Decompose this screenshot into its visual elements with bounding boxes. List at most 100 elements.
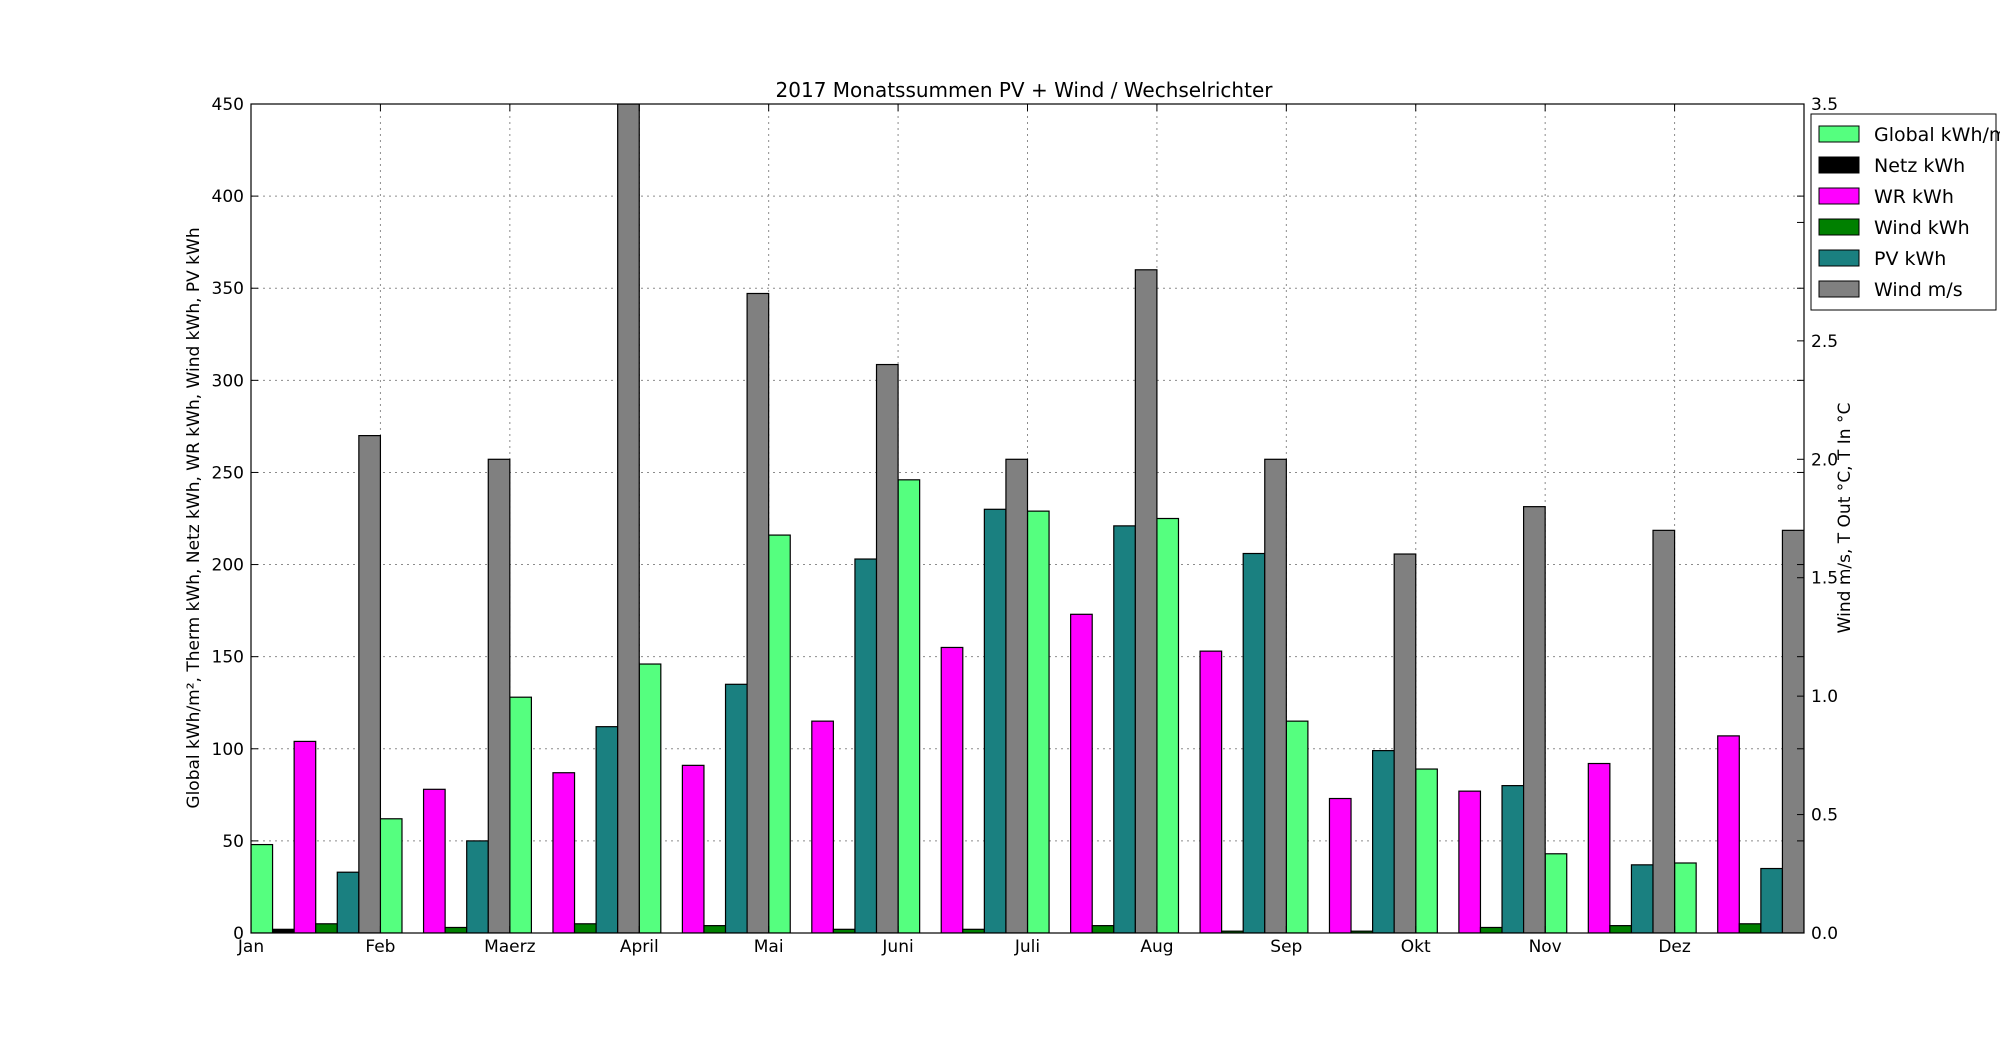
right-tick-label: 3.5 — [1811, 95, 1838, 115]
bar — [509, 696, 533, 933]
left-tick-label: 400 — [212, 187, 244, 207]
bar — [573, 923, 597, 933]
left-tick-label: 200 — [212, 556, 244, 576]
legend-label: Wind m/s — [1874, 279, 1963, 301]
bar — [1199, 650, 1223, 933]
legend-label: WR kWh — [1874, 186, 1954, 208]
right-axis-title: Wind m/s, T Out °C, T In °C — [1835, 403, 1855, 634]
bar — [595, 726, 619, 933]
left-tick-label: 0 — [233, 924, 244, 944]
legend-label: Wind kWh — [1874, 217, 1970, 239]
bar — [1522, 506, 1546, 933]
left-tick-label: 350 — [212, 279, 244, 299]
x-tick-label: Sep — [1270, 937, 1302, 957]
bar — [1609, 925, 1633, 933]
right-tick-label: 1.5 — [1811, 569, 1838, 589]
legend-swatch — [1818, 280, 1860, 298]
legend-box — [1810, 113, 1997, 311]
bar — [875, 363, 899, 933]
bar — [1738, 923, 1762, 933]
bar — [1587, 762, 1611, 933]
bar — [1285, 720, 1309, 933]
x-tick-label: Jan — [237, 937, 264, 957]
bar — [1070, 613, 1093, 933]
left-tick-label: 450 — [212, 95, 244, 115]
legend: Global kWh/m² Netz kWh WR kWh Wind kWh PV kW… — [1810, 113, 2000, 311]
bar — [1134, 269, 1158, 933]
right-tick-label: 1.0 — [1811, 687, 1838, 707]
bar — [1415, 768, 1438, 933]
bar — [1501, 785, 1525, 933]
bar — [315, 923, 338, 933]
legend-swatch — [1818, 187, 1860, 205]
left-tick-label: 150 — [212, 648, 244, 668]
x-tick-label: Juli — [1014, 937, 1040, 957]
bar — [1717, 735, 1740, 933]
bar — [293, 740, 317, 933]
x-tick-label: Okt — [1401, 937, 1431, 957]
bar — [854, 558, 878, 933]
bar — [724, 683, 748, 933]
bar — [1393, 553, 1417, 933]
x-tick-label: Nov — [1529, 937, 1562, 957]
bar — [1328, 797, 1352, 933]
x-tick-label: Feb — [365, 937, 395, 957]
bar — [983, 508, 1007, 933]
bar — [466, 840, 489, 933]
right-tick-label: 2.5 — [1811, 332, 1838, 352]
bar — [811, 720, 834, 933]
bar — [1544, 853, 1568, 933]
bar — [1630, 864, 1654, 933]
bar — [768, 534, 791, 933]
bar — [1242, 552, 1266, 933]
x-tick-label: Dez — [1658, 937, 1691, 957]
bar — [1091, 925, 1115, 933]
bars-layer — [251, 104, 1804, 933]
left-axis-title: Global kWh/m², Therm kWh, Netz kWh, WR k… — [184, 227, 204, 808]
right-tick-label: 0.0 — [1811, 924, 1838, 944]
bar — [336, 871, 360, 933]
left-tick-label: 100 — [212, 740, 244, 760]
bar — [746, 292, 770, 933]
chart-title: 2017 Monatssummen PV + Wind / Wechselric… — [776, 78, 1274, 102]
bar — [703, 925, 727, 933]
bar — [251, 843, 274, 933]
bar — [1652, 529, 1676, 933]
legend-label: PV kWh — [1874, 248, 1946, 270]
bar — [379, 818, 403, 933]
bar — [358, 435, 382, 933]
x-tick-label: Mai — [754, 937, 784, 957]
bar — [1372, 750, 1395, 933]
bar — [1781, 529, 1804, 933]
bar — [940, 646, 964, 933]
bar — [1156, 517, 1180, 933]
legend-swatch — [1818, 156, 1860, 174]
legend-swatch — [1818, 125, 1860, 143]
legend-swatch — [1818, 218, 1860, 236]
left-tick-label: 300 — [212, 371, 244, 391]
bar — [444, 926, 468, 933]
ticks-layer: 0 50 100 150 200 250 300 350 400 450 0.0 0.5 1.0 1.5 2… — [212, 95, 1839, 957]
legend-label: Global kWh/m² — [1874, 124, 2000, 146]
bar — [638, 663, 662, 933]
x-tick-label: Aug — [1140, 937, 1173, 957]
bar — [1264, 458, 1287, 933]
bar — [487, 458, 511, 933]
x-tick-label: Maerz — [484, 937, 536, 957]
legend-swatch — [1818, 249, 1860, 267]
bar — [1458, 790, 1482, 933]
bar — [617, 104, 640, 933]
bar — [1026, 510, 1050, 933]
left-tick-label: 50 — [222, 832, 244, 852]
bar — [681, 764, 705, 933]
bar — [1479, 926, 1503, 933]
bar — [1005, 458, 1029, 933]
x-tick-label: April — [620, 937, 659, 957]
right-tick-label: 0.5 — [1811, 806, 1838, 826]
bar — [552, 772, 576, 933]
bar — [1113, 525, 1136, 933]
left-tick-label: 250 — [212, 463, 244, 483]
legend-label: Netz kWh — [1874, 155, 1965, 177]
